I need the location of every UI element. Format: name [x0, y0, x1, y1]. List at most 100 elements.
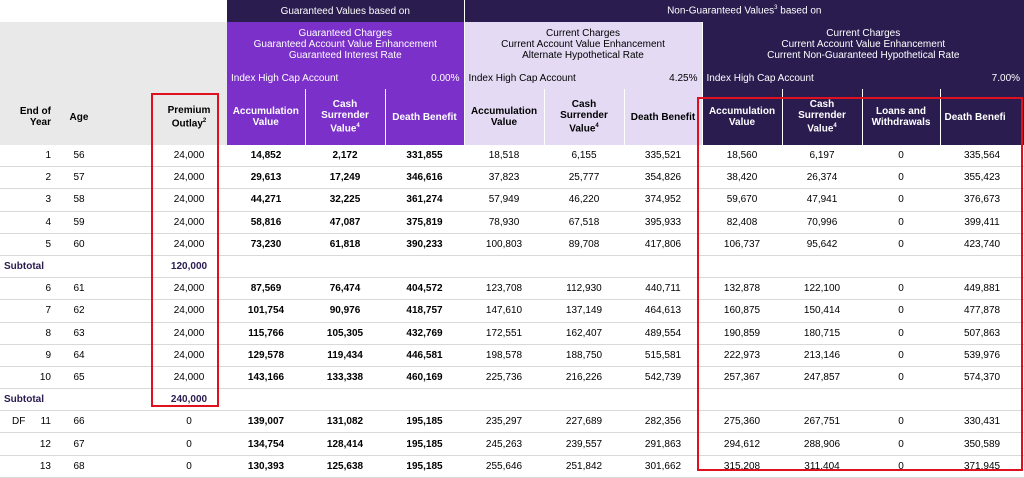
cell-a-death-benefit: 374,952 [624, 188, 702, 212]
account-row-current: Index High Cap Account 7.00% [701, 67, 1024, 89]
account-name: Index High Cap Account [706, 72, 814, 84]
col-g-accumulation: Accumulation Value [227, 89, 305, 145]
cell-year: 5 [0, 233, 55, 256]
scenario-alternate: Current Charges Current Account Value En… [463, 22, 702, 67]
cell-c-loans: 0 [862, 432, 940, 456]
cell-age: 57 [55, 166, 103, 190]
cell-c-loans: 0 [862, 233, 940, 256]
col-label: Cash [332, 99, 358, 111]
cell-c-accumulation: 257,367 [702, 366, 782, 390]
cell-year: 4 [0, 211, 55, 234]
cell-spacer [103, 344, 151, 367]
cell-age: 56 [55, 145, 103, 168]
cell-a-cash-surrender: 25,777 [544, 166, 624, 190]
cell-g-death-benefit: 361,274 [385, 188, 464, 212]
cell-g-death-benefit: 446,581 [385, 344, 464, 367]
col-g-cash-surrender: Cash Surrender Value4 [304, 89, 385, 145]
cell-g-cash-surrender: 17,249 [305, 166, 385, 190]
cell-g-accumulation: 29,613 [227, 166, 305, 190]
table-row: DF 11 66 0 139,007 131,082 195,185 235,297 227,6… [0, 410, 1024, 434]
cell-c-loans: 0 [862, 410, 940, 434]
cell-a-death-benefit: 489,554 [624, 322, 702, 345]
scenario-line: Alternate Hypothetical Rate [522, 50, 644, 61]
cell-g-death-benefit: 195,185 [385, 410, 464, 434]
table-row: 13 68 0 130,393 125,638 195,185 255,646 251,842… [0, 455, 1024, 478]
scenario-line: Current Non-Guaranteed Hypothetical Rate [767, 50, 960, 61]
col-label: Loans and [875, 106, 926, 117]
cell-c-accumulation: 294,612 [702, 432, 782, 456]
col-label: Accumulation [470, 106, 538, 117]
cell-year-value: 9 [45, 349, 51, 361]
cell-g-death-benefit: 375,819 [385, 211, 464, 234]
header-gray-block [0, 22, 227, 67]
cell-c-accumulation: 275,360 [702, 410, 782, 434]
footnote-marker: 4 [356, 123, 360, 130]
cell-year-value: 1 [45, 150, 51, 162]
cell-age: 59 [55, 211, 103, 234]
subtotal-label: Subtotal [0, 255, 151, 279]
cell-g-death-benefit: 195,185 [385, 432, 464, 456]
col-label: Surrender [798, 110, 846, 122]
col-label: Year [29, 117, 51, 128]
subtotal-row: Subtotal 240,000 [0, 388, 1024, 412]
cell-a-accumulation: 100,803 [464, 233, 544, 256]
cell-a-cash-surrender: 239,557 [544, 432, 624, 456]
col-label: Value [728, 117, 756, 128]
subtotal-premium: 240,000 [151, 388, 227, 412]
cell-c-accumulation: 132,878 [702, 277, 782, 301]
cell-g-cash-surrender: 133,338 [305, 366, 385, 390]
cell-a-cash-surrender: 188,750 [544, 344, 624, 367]
cell-age: 65 [55, 366, 103, 390]
cell-c-cash-surrender: 213,146 [782, 344, 862, 367]
col-label: Accumulation [232, 106, 299, 117]
cell-c-accumulation: 59,670 [702, 188, 782, 212]
cell-year-value: 3 [45, 194, 51, 206]
cell-year-value: 2 [45, 172, 51, 184]
cell-g-death-benefit: 432,769 [385, 322, 464, 345]
cell-g-death-benefit: 331,855 [385, 145, 464, 168]
subtotal-blank [227, 388, 1024, 412]
cell-premium: 24,000 [151, 188, 227, 212]
cell-a-cash-surrender: 67,518 [544, 211, 624, 234]
cell-a-accumulation: 225,736 [464, 366, 544, 390]
cell-c-death-benefit: 350,589 [940, 432, 1024, 456]
account-rate: 0.00% [431, 72, 460, 84]
cell-c-cash-surrender: 150,414 [782, 299, 862, 323]
cell-a-cash-surrender: 6,155 [544, 145, 624, 168]
table-row: 5 60 24,000 73,230 61,818 390,233 100,803 89,70… [0, 233, 1024, 256]
cell-c-loans: 0 [862, 277, 940, 301]
cell-a-accumulation: 235,297 [464, 410, 544, 434]
cell-g-cash-surrender: 105,305 [305, 322, 385, 345]
col-spacer [103, 89, 151, 145]
cell-c-accumulation: 38,420 [702, 166, 782, 190]
table-row: 10 65 24,000 143,166 133,338 460,169 225,736 21… [0, 366, 1024, 390]
cell-a-death-benefit: 417,806 [624, 233, 702, 256]
cell-c-cash-surrender: 267,751 [782, 410, 862, 434]
col-label-text: Value [330, 123, 357, 135]
cell-g-cash-surrender: 131,082 [305, 410, 385, 434]
cell-c-death-benefit: 574,370 [940, 366, 1024, 390]
col-label: Accumulation [708, 106, 776, 117]
cell-g-accumulation: 87,569 [227, 277, 305, 301]
cell-c-accumulation: 160,875 [702, 299, 782, 323]
table-body: 1 56 24,000 14,852 2,172 331,855 18,518 6,155 33… [0, 145, 1024, 478]
cell-a-cash-surrender: 162,407 [544, 322, 624, 345]
col-a-death-benefit: Death Benefit [623, 89, 702, 145]
cell-g-death-benefit: 390,233 [385, 233, 464, 256]
cell-c-loans: 0 [862, 344, 940, 367]
cell-g-death-benefit: 346,616 [385, 166, 464, 190]
cell-spacer [103, 410, 151, 434]
col-label: Cash [809, 99, 835, 111]
table-row: 3 58 24,000 44,271 32,225 361,274 57,949 46,220… [0, 188, 1024, 212]
cell-c-accumulation: 18,560 [702, 145, 782, 168]
cell-premium: 24,000 [151, 145, 227, 168]
col-age: Age [55, 89, 103, 145]
table-row: 12 67 0 134,754 128,414 195,185 245,263 239,557… [0, 432, 1024, 456]
cell-g-cash-surrender: 90,976 [305, 299, 385, 323]
cell-g-accumulation: 101,754 [227, 299, 305, 323]
cell-spacer [103, 211, 151, 234]
cell-a-accumulation: 147,610 [464, 299, 544, 323]
col-end-of-year: End of Year [0, 89, 55, 145]
cell-year-value: 10 [39, 371, 51, 383]
table-row: 4 59 24,000 58,816 47,087 375,819 78,930 67,518… [0, 211, 1024, 234]
